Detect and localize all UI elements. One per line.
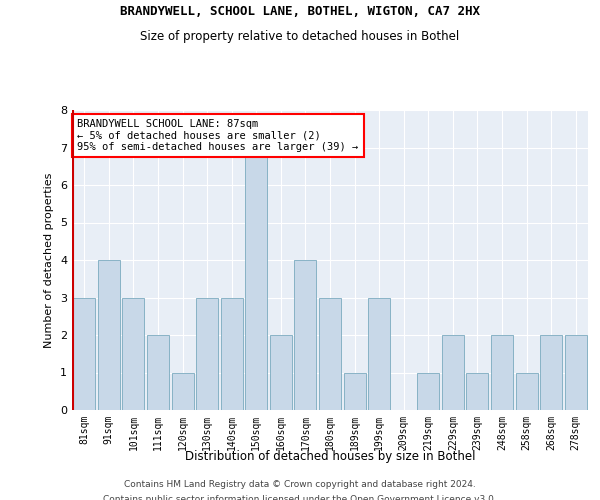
Bar <box>515 372 538 410</box>
Bar <box>245 148 268 410</box>
Bar <box>196 298 218 410</box>
Bar <box>295 260 316 410</box>
Bar <box>221 298 243 410</box>
Bar <box>344 372 365 410</box>
Bar <box>270 335 292 410</box>
Text: BRANDYWELL, SCHOOL LANE, BOTHEL, WIGTON, CA7 2HX: BRANDYWELL, SCHOOL LANE, BOTHEL, WIGTON,… <box>120 5 480 18</box>
Bar <box>540 335 562 410</box>
Bar <box>466 372 488 410</box>
Bar <box>122 298 145 410</box>
Text: Size of property relative to detached houses in Bothel: Size of property relative to detached ho… <box>140 30 460 43</box>
Y-axis label: Number of detached properties: Number of detached properties <box>44 172 55 348</box>
Bar <box>565 335 587 410</box>
Text: Distribution of detached houses by size in Bothel: Distribution of detached houses by size … <box>185 450 475 463</box>
Text: Contains public sector information licensed under the Open Government Licence v3: Contains public sector information licen… <box>103 495 497 500</box>
Bar <box>442 335 464 410</box>
Bar <box>73 298 95 410</box>
Text: BRANDYWELL SCHOOL LANE: 87sqm
← 5% of detached houses are smaller (2)
95% of sem: BRANDYWELL SCHOOL LANE: 87sqm ← 5% of de… <box>77 119 358 152</box>
Bar <box>172 372 194 410</box>
Bar <box>98 260 120 410</box>
Bar <box>491 335 513 410</box>
Text: Contains HM Land Registry data © Crown copyright and database right 2024.: Contains HM Land Registry data © Crown c… <box>124 480 476 489</box>
Bar <box>147 335 169 410</box>
Bar <box>417 372 439 410</box>
Bar <box>319 298 341 410</box>
Bar <box>368 298 390 410</box>
